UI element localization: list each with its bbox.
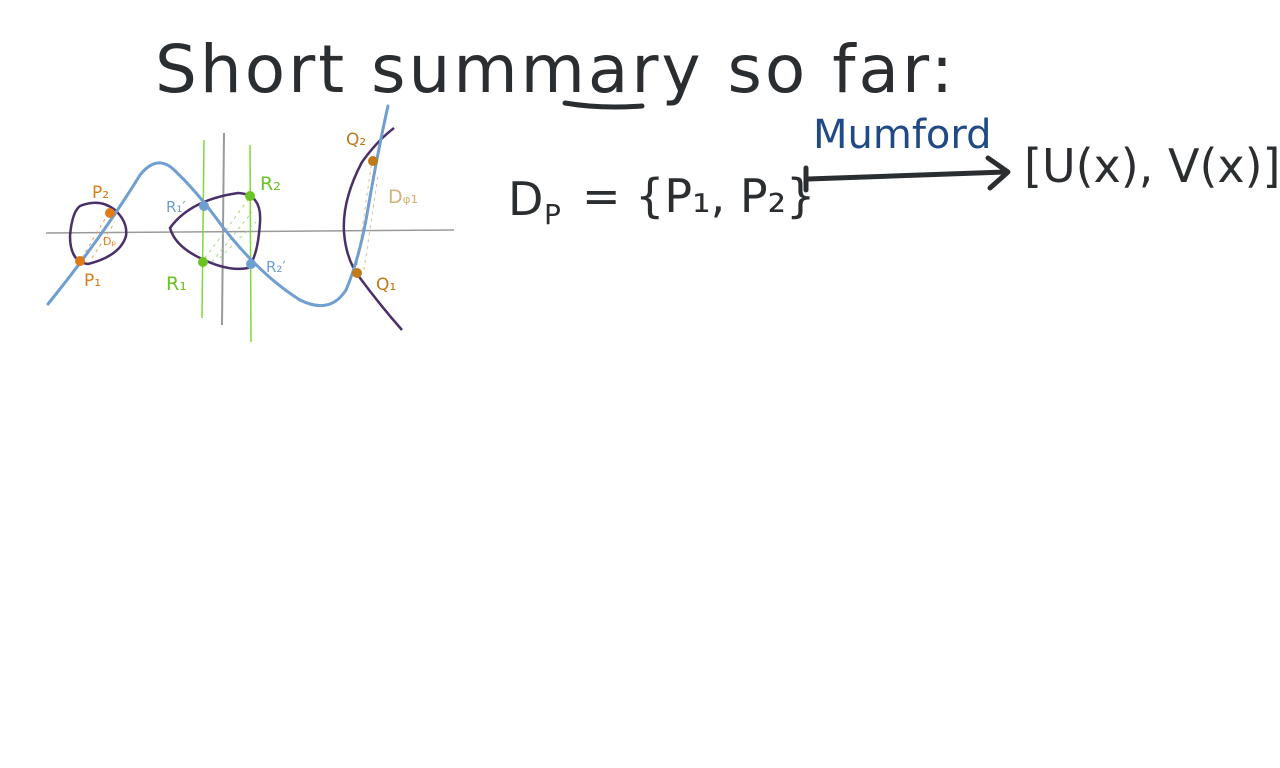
label-p1: P₁ xyxy=(84,271,101,291)
formula-set: = {P₁, P₂} xyxy=(582,169,815,223)
purple-oval-left xyxy=(68,201,128,266)
point-q2 xyxy=(368,156,378,166)
point-q1 xyxy=(352,268,362,278)
label-r1-prime: R₁′ xyxy=(166,198,186,216)
point-r1-prime xyxy=(199,201,209,211)
label-r1: R₁ xyxy=(166,273,187,295)
vertical-line-r1 xyxy=(201,139,205,319)
label-p2: P₂ xyxy=(92,183,109,203)
point-r1 xyxy=(198,257,208,267)
label-dp: Dₚ xyxy=(103,235,116,248)
point-r2-prime xyxy=(246,259,256,269)
point-r2 xyxy=(245,191,255,201)
title-underline xyxy=(562,100,645,110)
dashed-chords xyxy=(81,159,379,273)
page-title: Short summary so far: xyxy=(155,31,956,108)
label-dq: Dᵩ₁ xyxy=(388,186,418,208)
formula-left-subscript: P xyxy=(544,198,561,231)
label-r2: R₂ xyxy=(260,173,281,195)
label-r2-prime: R₂′ xyxy=(266,258,286,276)
formula-left: D xyxy=(508,172,543,226)
vertical-line-r2 xyxy=(249,144,252,343)
label-q2: Q₂ xyxy=(346,130,366,150)
purple-oval-middle xyxy=(168,191,262,271)
point-p1 xyxy=(75,256,85,266)
arrow-label-mumford: Mumford xyxy=(813,112,992,158)
label-q1: Q₁ xyxy=(376,275,396,295)
purple-branch-right xyxy=(342,127,403,331)
curve-diagram: P₁ P₂ Dₚ R₂ R₁ R₁′ R₂′ Q₂ Q₁ Dᵩ₁ xyxy=(45,104,455,343)
point-p2 xyxy=(105,208,115,218)
mumford-arrow xyxy=(803,155,1011,193)
formula-right: [U(x), V(x)] xyxy=(1024,139,1280,193)
formula: D P = {P₁, P₂} Mumford [U(x), V(x)] xyxy=(508,112,1280,231)
